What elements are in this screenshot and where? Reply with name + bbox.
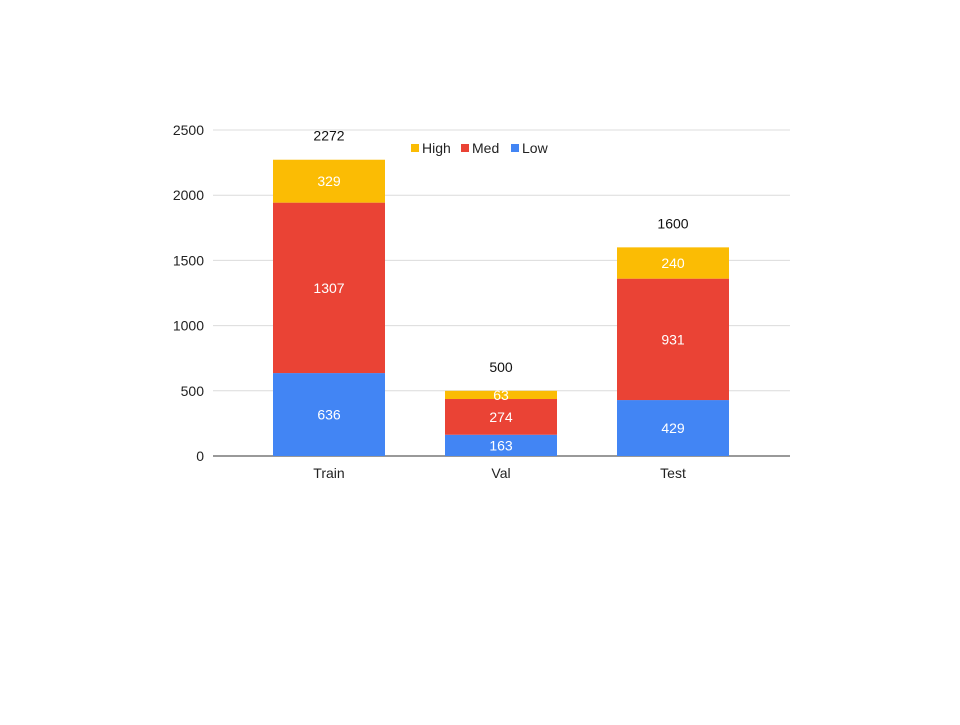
legend-label-med: Med [472,140,499,156]
legend-label-low: Low [522,140,549,156]
bars [273,159,729,456]
total-label: 500 [489,359,513,375]
data-label-high: 329 [317,173,341,189]
bar-segment-med-val [445,399,557,435]
x-tick-label: Test [660,465,686,481]
bar-segment-low-train [273,373,385,456]
bar-segment-high-train [273,159,385,203]
data-label-med: 1307 [313,280,344,296]
y-tick-label: 1000 [173,318,204,334]
y-tick-label: 1500 [173,252,204,268]
bar-segment-low-test [617,400,729,456]
data-label-high: 240 [661,255,685,271]
total-label: 1600 [657,215,688,231]
total-label: 2272 [313,128,344,144]
data-label-low: 429 [661,420,685,436]
y-tick-label: 2000 [173,187,204,203]
data-label-med: 274 [489,409,513,425]
data-label-med: 931 [661,331,685,347]
x-tick-label: Val [491,465,510,481]
bar-segment-med-train [273,202,385,374]
legend-swatch-high [411,144,419,152]
legend-swatch-med [461,144,469,152]
data-label-high: 63 [493,387,509,403]
y-tick-label: 0 [196,448,204,464]
legend-swatch-low [511,144,519,152]
bar-segment-low-val [445,434,557,456]
bar-segment-high-test [617,247,729,279]
legend: High Med Low [411,140,549,156]
legend-label-high: High [422,140,451,156]
x-tick-label: Train [313,465,344,481]
bar-segment-high-val [445,390,557,400]
bar-segment-med-test [617,278,729,401]
data-label-low: 163 [489,437,513,453]
data-labels: 636 1307 329 2272 163 274 63 500 429 931 240 1600 [313,128,688,454]
y-tick-label: 500 [181,383,205,399]
y-tick-label: 2500 [173,122,204,138]
data-label-low: 636 [317,407,341,423]
